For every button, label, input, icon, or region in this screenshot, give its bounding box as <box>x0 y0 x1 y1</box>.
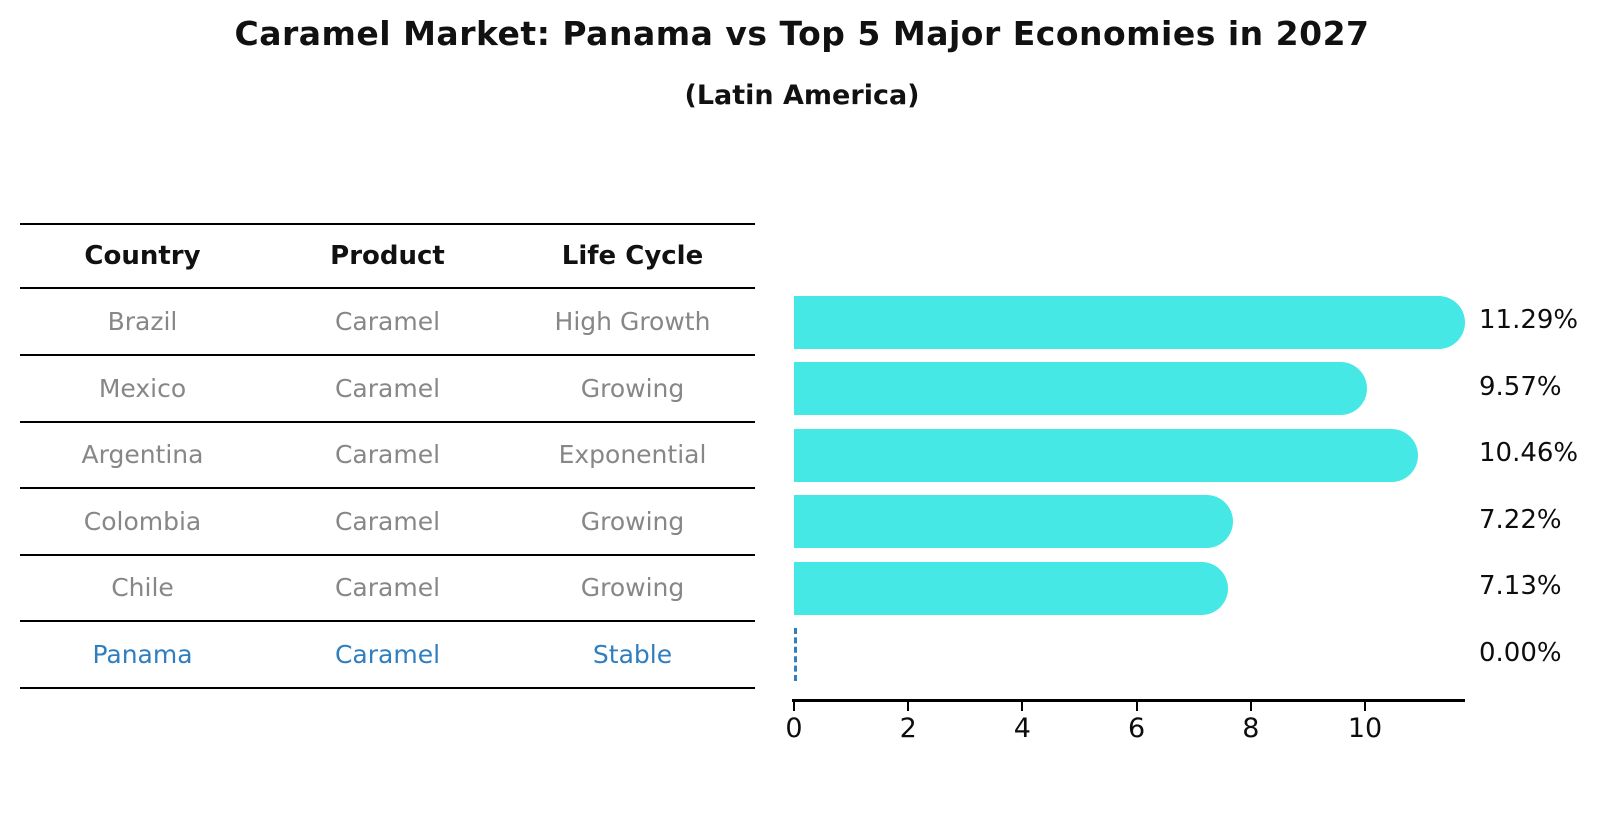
bar-brazil <box>794 295 1466 349</box>
zero-dashed-line-panama <box>794 628 797 682</box>
cell-country: Chile <box>111 573 174 602</box>
x-axis-line <box>792 699 1465 702</box>
table-row-panama: Panama Caramel Stable <box>20 622 755 689</box>
x-tick-label-10: 10 <box>1347 713 1383 744</box>
table-header-country: Country <box>84 241 201 271</box>
x-tick-6 <box>1135 702 1138 711</box>
cell-country: Brazil <box>107 307 178 336</box>
cell-country: Mexico <box>98 373 187 403</box>
x-tick-4 <box>1021 702 1024 711</box>
x-tick-label-6: 6 <box>1128 713 1146 744</box>
value-label-mexico: 9.57% <box>1479 371 1562 402</box>
table-row-colombia: Colombia Caramel Growing <box>20 489 755 556</box>
table-header-row: Country Product Life Cycle <box>20 223 755 289</box>
x-tick-10 <box>1364 702 1366 711</box>
table-header-life-cycle: Life Cycle <box>561 241 704 271</box>
cell-product: Caramel <box>334 506 441 536</box>
bar-mexico <box>794 362 1367 416</box>
x-tick-label-2: 2 <box>899 713 917 744</box>
cell-country: Panama <box>92 639 193 669</box>
table-row-brazil: Brazil Caramel High Growth <box>20 289 755 356</box>
cell-life-cycle: High Growth <box>554 307 711 336</box>
bar-chart <box>794 289 1474 688</box>
value-label-panama: 0.00% <box>1479 637 1562 668</box>
bar-colombia <box>794 495 1233 549</box>
cell-product: Caramel <box>334 639 441 669</box>
value-label-argentina: 10.46% <box>1479 438 1579 469</box>
cell-product: Caramel <box>334 307 441 336</box>
cell-life-cycle: Growing <box>580 506 685 536</box>
cell-life-cycle: Growing <box>580 573 685 602</box>
x-tick-0 <box>793 702 795 711</box>
cell-life-cycle: Exponential <box>558 440 707 469</box>
x-tick-8 <box>1249 702 1252 711</box>
value-label-colombia: 7.22% <box>1479 504 1562 535</box>
cell-country: Colombia <box>83 506 202 536</box>
table-row-mexico: Mexico Caramel Growing <box>20 356 755 423</box>
x-tick-label-8: 8 <box>1242 713 1260 744</box>
x-tick-label-4: 4 <box>1013 713 1031 744</box>
cell-life-cycle: Stable <box>592 639 673 669</box>
table-header-product: Product <box>330 241 445 271</box>
table-row-argentina: Argentina Caramel Exponential <box>20 422 755 489</box>
cell-life-cycle: Growing <box>580 373 685 403</box>
cell-product: Caramel <box>334 573 441 602</box>
bar-chile <box>794 561 1228 615</box>
table-row-chile: Chile Caramel Growing <box>20 555 755 622</box>
x-tick-label-0: 0 <box>785 713 803 744</box>
cell-product: Caramel <box>334 440 441 469</box>
value-label-chile: 7.13% <box>1479 571 1562 602</box>
value-label-brazil: 11.29% <box>1479 305 1579 336</box>
cell-country: Argentina <box>81 440 204 469</box>
bar-argentina <box>794 428 1418 482</box>
chart-title: Caramel Market: Panama vs Top 5 Major Ec… <box>234 14 1370 53</box>
chart-subtitle: (Latin America) <box>684 80 920 111</box>
cell-product: Caramel <box>334 373 441 403</box>
x-tick-2 <box>907 702 910 711</box>
